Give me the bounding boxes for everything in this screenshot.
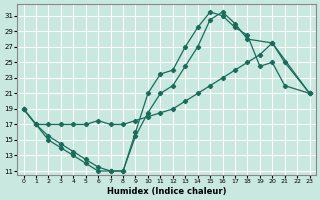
X-axis label: Humidex (Indice chaleur): Humidex (Indice chaleur) <box>107 187 226 196</box>
